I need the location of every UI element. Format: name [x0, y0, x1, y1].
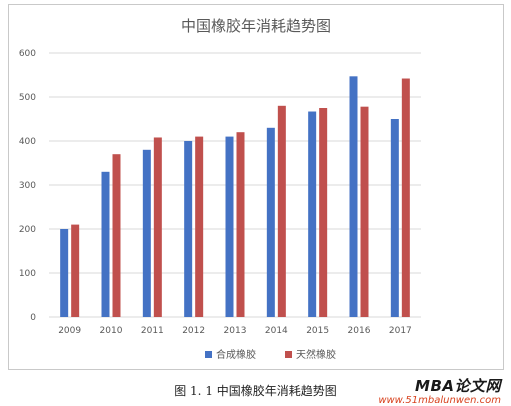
chart-title: 中国橡胶年消耗趋势图 — [181, 17, 331, 35]
bar-natural-2011 — [153, 137, 162, 317]
legend-swatch-natural — [285, 351, 292, 358]
bar-natural-2010 — [112, 154, 121, 317]
x-tick-label-2014: 2014 — [265, 326, 288, 336]
bar-synthetic-2010 — [101, 171, 110, 317]
y-tick-label-4: 400 — [19, 137, 36, 147]
bar-synthetic-2011 — [142, 149, 151, 317]
y-tick-label-6: 600 — [19, 49, 36, 59]
bar-synthetic-2015 — [308, 111, 317, 318]
x-tick-label-2012: 2012 — [182, 326, 205, 336]
bar-natural-2016 — [360, 106, 369, 318]
y-tick-label-2: 200 — [19, 225, 36, 235]
x-tick-label-2010: 2010 — [100, 326, 123, 336]
chart-frame: 中国橡胶年消耗趋势图 0 100 200 300 400 500 600 2009 2010 201… — [8, 4, 504, 370]
legend-swatch-synthetic — [205, 351, 212, 358]
x-tick-label-2017: 2017 — [389, 326, 412, 336]
bar-natural-2013 — [236, 132, 245, 317]
bar-natural-2015 — [319, 108, 328, 317]
x-tick-label-2015: 2015 — [306, 326, 329, 336]
bar-synthetic-2016 — [349, 76, 358, 317]
x-tick-label-2009: 2009 — [58, 326, 81, 336]
y-tick-label-5: 500 — [19, 93, 36, 103]
watermark: MBA论文网 www.51mbalunwen.com — [378, 375, 501, 406]
figure-caption: 图 1. 1 中国橡胶年消耗趋势图 — [174, 384, 337, 398]
bar-natural-2012 — [195, 136, 204, 317]
y-tick-label-3: 300 — [19, 181, 36, 191]
bar-synthetic-2009 — [60, 229, 69, 317]
x-tick-label-2011: 2011 — [141, 326, 164, 336]
bar-natural-2014 — [277, 105, 286, 317]
legend-label-synthetic: 合成橡胶 — [216, 348, 256, 361]
bar-synthetic-2012 — [184, 141, 193, 317]
bar-chart: 中国橡胶年消耗趋势图 0 100 200 300 400 500 600 2009 2010 201… — [19, 17, 421, 361]
bar-synthetic-2014 — [266, 127, 275, 317]
x-tick-label-2013: 2013 — [224, 326, 247, 336]
legend-label-natural: 天然橡胶 — [296, 348, 336, 361]
watermark-title: MBA论文网 — [415, 377, 501, 395]
x-tick-label-2016: 2016 — [348, 326, 371, 336]
bar-natural-2009 — [71, 224, 80, 317]
bar-synthetic-2013 — [225, 136, 234, 317]
y-tick-label-1: 100 — [19, 269, 36, 279]
watermark-url: www.51mbalunwen.com — [378, 395, 501, 406]
y-tick-label-0: 0 — [30, 313, 36, 323]
bar-natural-2017 — [401, 78, 410, 318]
bar-synthetic-2017 — [390, 119, 399, 317]
